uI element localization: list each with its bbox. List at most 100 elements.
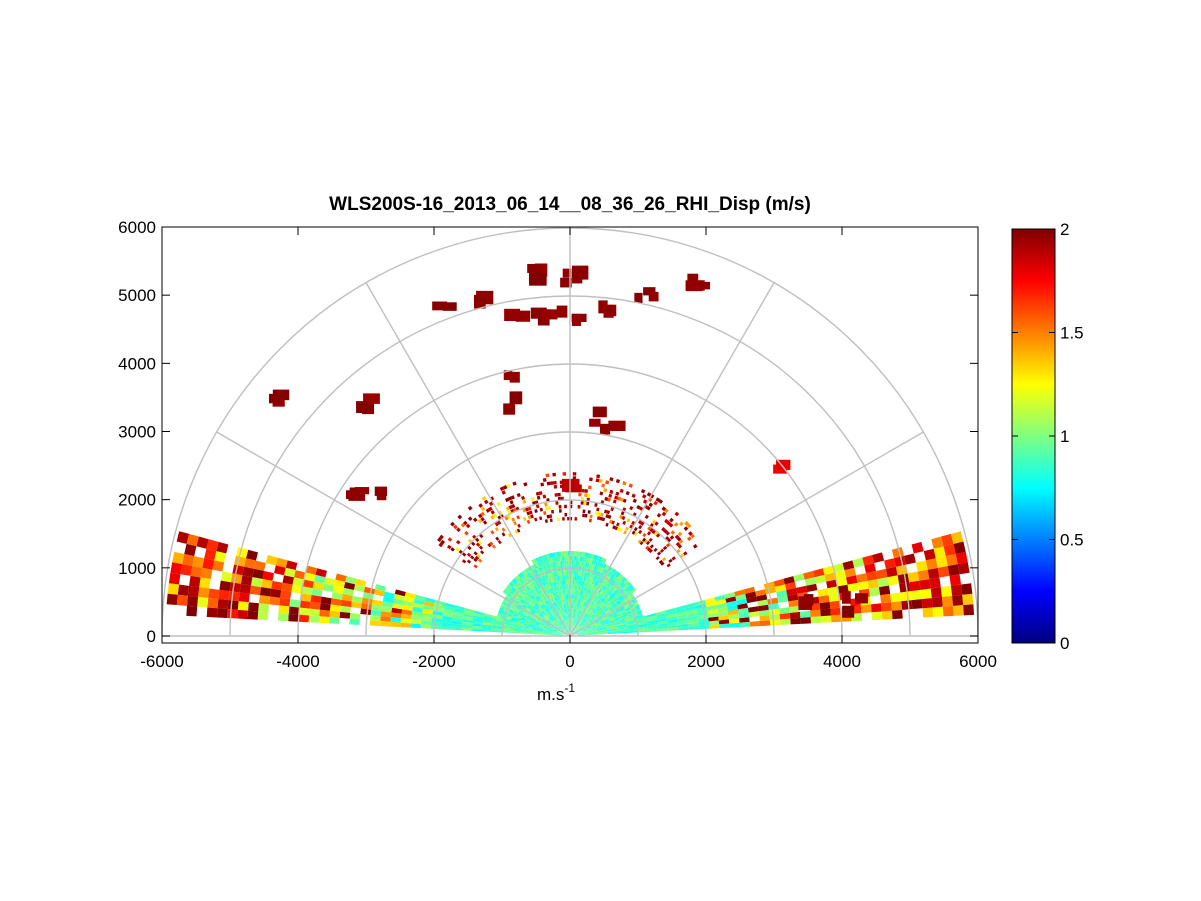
scan-cell xyxy=(617,613,623,617)
scan-cell xyxy=(574,618,577,624)
scan-cell xyxy=(668,522,674,528)
scan-cell xyxy=(254,560,266,571)
scan-cell xyxy=(885,566,898,578)
scan-cell xyxy=(567,617,569,623)
scan-cell xyxy=(539,624,544,627)
scan-cell xyxy=(473,615,484,620)
scan-cell xyxy=(588,619,593,623)
scan-cell xyxy=(594,621,600,624)
scan-cell xyxy=(311,588,323,597)
scan-cell xyxy=(627,628,638,632)
scan-cell xyxy=(402,600,414,607)
scan-cell xyxy=(522,632,533,635)
scan-cell xyxy=(556,590,560,596)
scan-cell xyxy=(566,627,569,633)
scan-cell xyxy=(540,605,545,610)
scan-cell xyxy=(615,591,621,597)
scan-cell xyxy=(505,594,511,600)
scan-cell xyxy=(955,551,968,565)
scan-cell xyxy=(556,623,560,628)
scan-cell xyxy=(623,617,629,620)
scan-cell xyxy=(529,582,535,588)
scan-cell xyxy=(545,613,550,618)
scan-cell xyxy=(582,628,587,631)
scan-cell xyxy=(605,514,609,519)
scan-cell xyxy=(572,618,575,623)
scan-cell xyxy=(587,510,591,514)
scan-cell xyxy=(612,613,618,617)
scan-cell xyxy=(610,600,615,605)
scan-cell xyxy=(536,601,541,607)
scan-cell xyxy=(674,534,680,540)
scan-cell xyxy=(319,603,331,611)
scan-cell xyxy=(551,614,556,619)
scan-cell xyxy=(575,624,579,629)
scan-cell xyxy=(482,619,494,624)
scan-cell xyxy=(527,598,532,603)
scan-cell xyxy=(590,563,594,569)
scan-cell xyxy=(950,531,964,544)
scan-cell xyxy=(460,522,466,528)
scan-cell xyxy=(669,535,675,540)
scan-cell xyxy=(529,621,535,625)
scan-cell xyxy=(269,588,282,598)
scan-cell xyxy=(551,557,555,563)
scan-cell xyxy=(547,629,553,632)
scan-cell xyxy=(563,551,566,557)
scan-cell xyxy=(553,632,564,635)
data-cluster xyxy=(643,287,656,296)
scan-cell xyxy=(480,511,485,517)
scan-cell xyxy=(613,589,618,594)
scan-cell xyxy=(591,607,596,612)
scan-cell xyxy=(521,571,526,577)
scan-cell xyxy=(531,618,536,622)
scan-cell xyxy=(547,594,551,599)
scan-cell xyxy=(574,598,576,604)
data-cluster xyxy=(540,309,552,318)
scan-cell xyxy=(553,633,564,636)
scan-cell xyxy=(576,604,579,610)
scan-cell xyxy=(536,595,541,601)
scan-cell xyxy=(535,602,541,607)
scan-cell xyxy=(495,536,500,541)
scan-cell xyxy=(582,586,585,592)
scan-cell xyxy=(278,613,289,622)
scan-cell xyxy=(546,606,551,611)
scan-cell xyxy=(303,572,316,582)
scan-cell xyxy=(544,608,549,613)
scan-cell xyxy=(492,623,503,628)
scan-cell xyxy=(591,627,597,630)
scan-cell xyxy=(531,594,536,599)
scan-cell xyxy=(543,625,549,628)
scan-cell xyxy=(558,621,562,626)
scan-cell xyxy=(562,618,566,624)
scan-cell xyxy=(624,618,630,622)
scan-cell xyxy=(577,594,580,600)
scan-cell xyxy=(577,620,581,625)
scan-cell xyxy=(543,585,547,591)
scan-cell xyxy=(589,558,593,564)
scan-cell xyxy=(538,577,543,583)
scan-cell xyxy=(594,603,599,609)
data-cluster xyxy=(854,593,868,604)
scan-cell xyxy=(571,570,574,575)
data-cluster xyxy=(648,291,659,302)
scan-cell xyxy=(647,547,652,552)
scan-cell xyxy=(543,627,549,630)
scan-cell xyxy=(610,573,615,579)
scan-cell xyxy=(594,598,599,603)
scan-cell xyxy=(575,613,578,619)
scan-cell xyxy=(582,596,586,602)
scan-cell xyxy=(582,628,588,632)
scan-cell xyxy=(578,631,583,634)
scan-cell xyxy=(543,511,547,516)
scan-cell xyxy=(578,631,584,634)
scan-cell xyxy=(567,622,569,628)
scan-cell xyxy=(538,625,544,628)
scan-cell xyxy=(549,593,553,598)
scan-cell xyxy=(546,612,551,617)
scan-cell xyxy=(515,618,521,622)
scan-cell xyxy=(453,608,465,614)
scan-cell xyxy=(768,603,779,610)
scan-cell xyxy=(510,495,515,500)
